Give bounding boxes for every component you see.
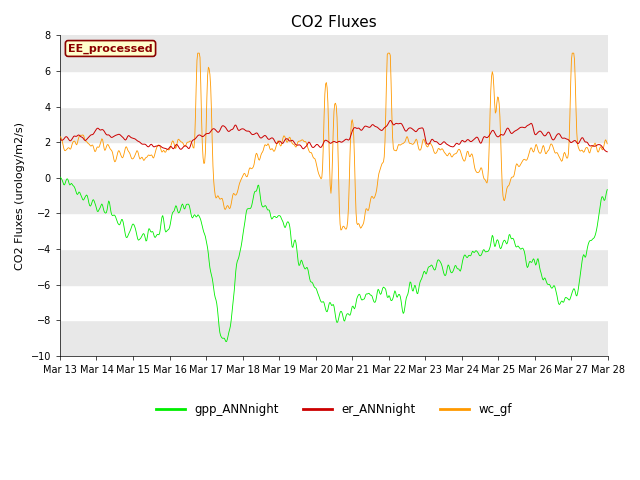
- Bar: [60, 285, 608, 320]
- Bar: [60, 320, 608, 356]
- Bar: [60, 178, 608, 214]
- Bar: [60, 71, 608, 107]
- Bar: [60, 142, 608, 178]
- Legend: gpp_ANNnight, er_ANNnight, wc_gf: gpp_ANNnight, er_ANNnight, wc_gf: [151, 398, 517, 420]
- Bar: [60, 107, 608, 142]
- Title: CO2 Fluxes: CO2 Fluxes: [291, 15, 377, 30]
- Text: EE_processed: EE_processed: [68, 43, 153, 54]
- Bar: [60, 36, 608, 71]
- Bar: [60, 249, 608, 285]
- Y-axis label: CO2 Fluxes (urology/m2/s): CO2 Fluxes (urology/m2/s): [15, 121, 25, 270]
- Bar: [60, 214, 608, 249]
